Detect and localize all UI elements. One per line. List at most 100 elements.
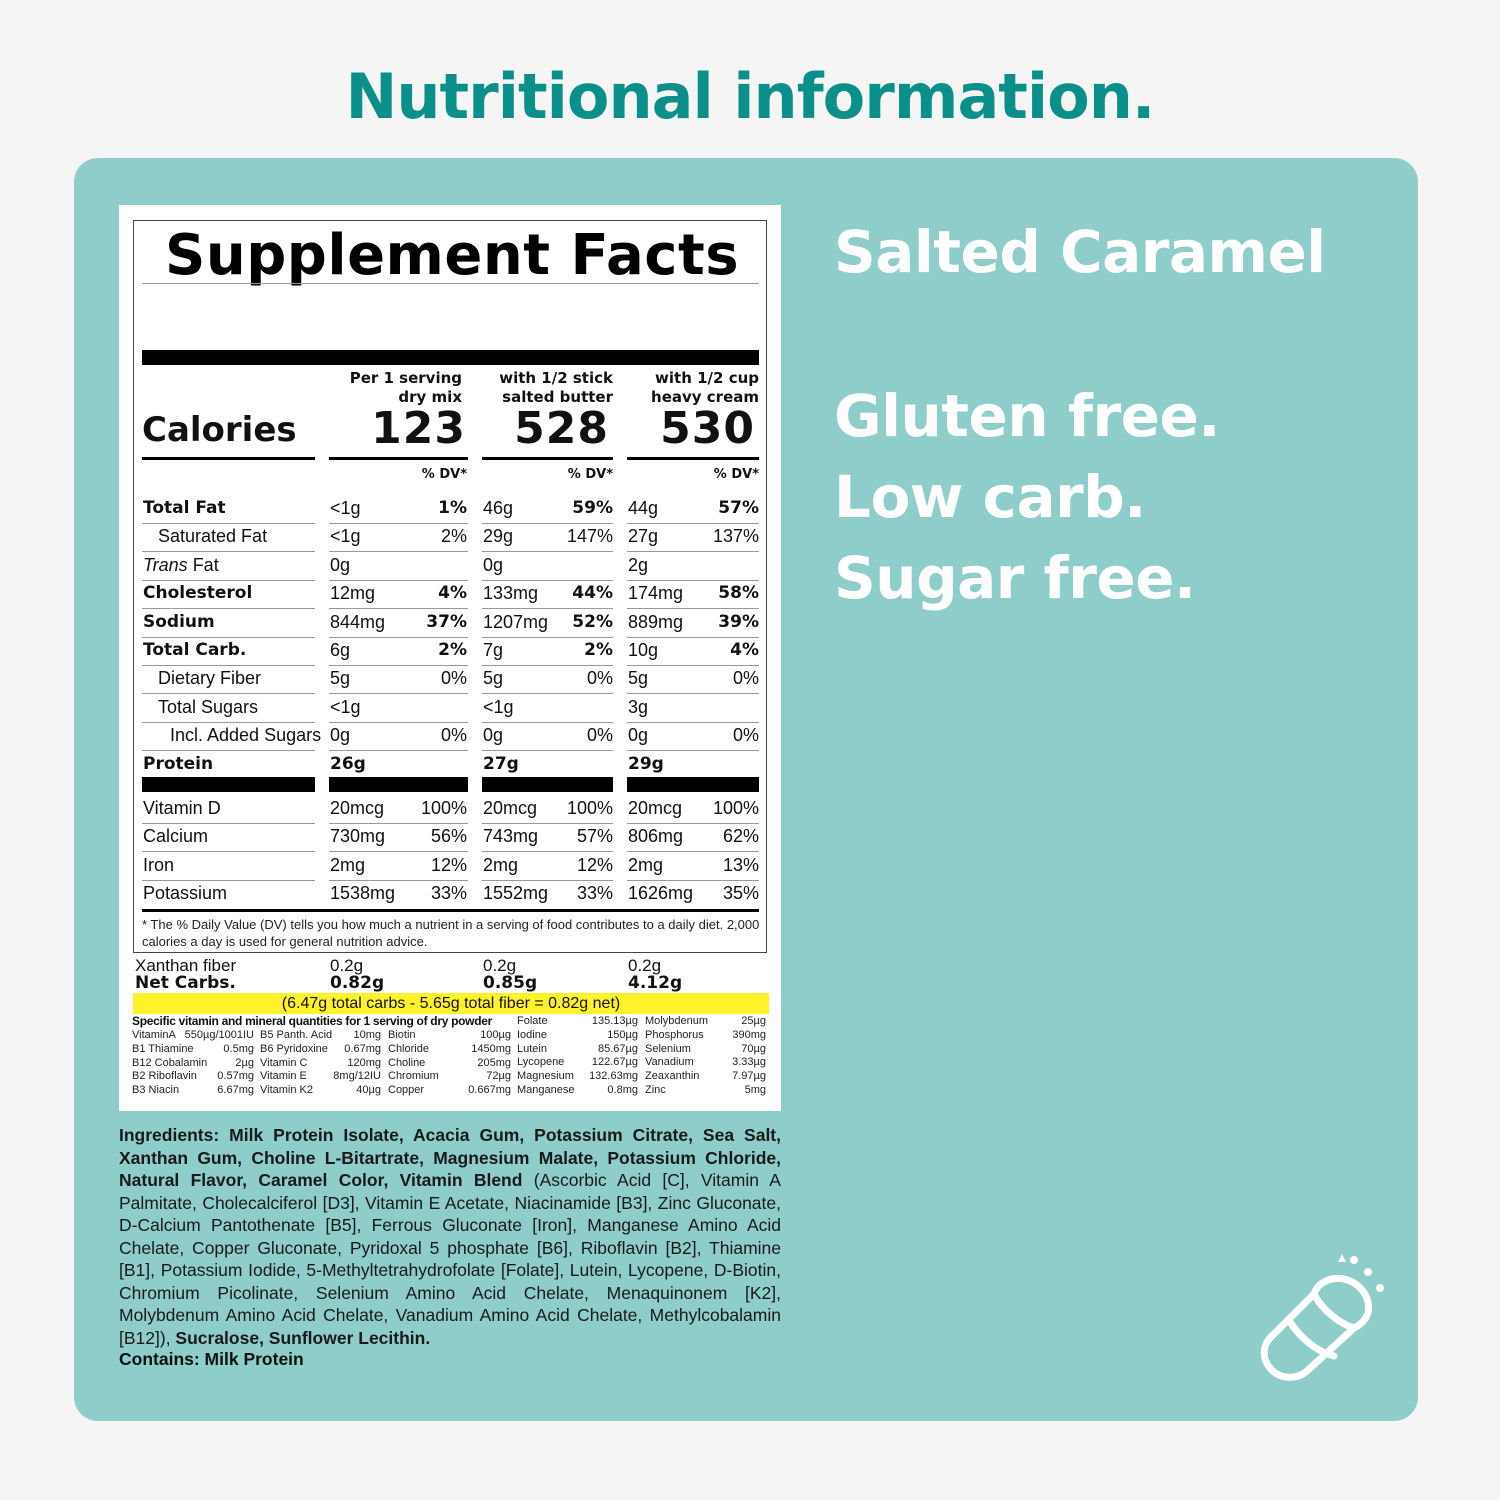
vitamin-dv: 12%: [576, 854, 613, 875]
dv-head-col3: % DV*: [713, 467, 759, 482]
vitamin-label: Calcium: [143, 826, 209, 847]
nutrient-dv: 0%: [440, 725, 467, 746]
nutrient-amount: 133mg: [483, 583, 539, 604]
calories-col1: 123: [371, 403, 466, 454]
mineral-item: Zinc 5mg: [645, 1084, 766, 1098]
xanthan-label: Xanthan fiber: [135, 956, 237, 975]
row-divider: [329, 579, 468, 581]
mineral-item: Chromium 72µg: [388, 1070, 511, 1084]
mineral-item: Molybdenum 25µg: [645, 1015, 766, 1029]
vitamin-amount: 743mg: [483, 826, 539, 847]
row-divider: [329, 750, 468, 752]
mineral-item: Vitamin C 120mg: [260, 1057, 381, 1071]
row-divider: [142, 823, 315, 824]
net-carbs-col2: 0.85g: [483, 973, 538, 993]
mineral-item: Magnesium 132.63mg: [517, 1070, 638, 1084]
nutrient-dv: 0%: [732, 668, 759, 689]
nutrient-row: Dietary Fiber 5g 0% 5g 0% 5g 0%: [119, 665, 781, 693]
mineral-name: Vitamin E: [260, 1070, 307, 1083]
nutrient-row: Trans Fat 0g 0g 2g: [119, 552, 781, 580]
row-divider: [142, 750, 315, 752]
mineral-value: 550µg/1001IU: [184, 1029, 254, 1041]
nutrient-row: Total Carb. 6g 2% 7g 2% 10g 4%: [119, 637, 781, 665]
mineral-name: Zeaxanthin: [645, 1070, 700, 1083]
row-divider: [329, 693, 468, 695]
nutrient-label: Total Fat: [143, 498, 226, 518]
nutrient-amount: 46g: [483, 498, 514, 518]
mineral-item: Selenium 70µg: [645, 1043, 766, 1057]
mineral-name: Magnesium: [517, 1070, 574, 1083]
row-divider: [142, 721, 315, 723]
nutrient-dv: 44%: [572, 583, 613, 604]
mineral-name: Molybdenum: [645, 1015, 708, 1027]
mineral-value: 0.5mg: [223, 1042, 254, 1055]
calories-col3: 530: [660, 403, 755, 454]
nutrient-dv: 57%: [718, 498, 759, 518]
mineral-name: Zinc: [645, 1083, 666, 1096]
nutrient-dv: 4%: [438, 583, 467, 604]
nutrient-row: Cholesterol 12mg 4% 133mg 44% 174mg 58%: [119, 580, 781, 608]
nutrient-label: Trans Fat: [143, 555, 219, 576]
vitamin-dv: 33%: [576, 883, 613, 904]
nutrient-dv: 2%: [440, 526, 467, 547]
mineral-name: VitaminA: [132, 1029, 176, 1041]
mineral-name: Lycopene: [517, 1056, 565, 1069]
protein-rule-1: [142, 777, 315, 792]
nutrient-row: Total Fat <1g 1% 46g 59% 44g 57%: [119, 495, 781, 523]
mineral-column: Biotin 100µg Chloride 1450mg Choline 205mg Chr…: [388, 1029, 511, 1098]
vitamin-amount: 1538mg: [330, 883, 396, 904]
mineral-value: 120mg: [347, 1056, 381, 1069]
mineral-item: B6 Pyridoxine 0.67mg: [260, 1043, 381, 1057]
nutrient-dv: 2%: [438, 640, 467, 660]
footnote-rule: [142, 909, 759, 912]
mineral-value: 7.97µg: [732, 1070, 766, 1083]
mineral-value: 132.63mg: [589, 1070, 638, 1083]
nutrient-label-italic: Trans: [143, 554, 188, 575]
row-divider: [142, 551, 315, 553]
nutrient-amount: 174mg: [628, 583, 684, 604]
nutrient-dv: 1%: [438, 498, 467, 518]
contains-statement: Contains: Milk Protein: [119, 1349, 304, 1369]
row-divider: [482, 523, 613, 524]
row-divider: [329, 665, 468, 666]
nutrient-amount: 7g: [483, 640, 504, 660]
mineral-name: B1 Thiamine: [132, 1042, 194, 1055]
mineral-value: 135.13µg: [591, 1015, 638, 1027]
nutrient-row: Protein 26g 27g 29g: [119, 751, 781, 779]
mineral-item: VitaminA 550µg/1001IU: [132, 1029, 254, 1043]
vitamin-dv: 57%: [576, 826, 613, 847]
nutrient-label: Total Carb.: [143, 640, 247, 660]
nutrient-amount: 0g: [330, 554, 351, 575]
mineral-value: 0.8mg: [607, 1083, 638, 1096]
title-rule: [142, 283, 759, 284]
row-divider: [329, 823, 468, 824]
col1-head: Per 1 serving dry mix: [349, 369, 462, 406]
vitamin-amount: 2mg: [483, 854, 519, 875]
vitamin-dv: 62%: [722, 826, 759, 847]
xanthan-col1: 0.2g: [330, 956, 364, 975]
ingredients-text: Ingredients: Milk Protein Isolate, Acaci…: [119, 1124, 781, 1349]
ingredients-bold: Milk Protein Isolate, Acacia Gum, Potass…: [119, 1125, 781, 1190]
mineral-item: Zeaxanthin 7.97µg: [645, 1070, 766, 1084]
row-divider: [329, 636, 468, 638]
net-carbs-label: Net Carbs.: [135, 973, 236, 993]
vitamin-amount: 730mg: [330, 826, 386, 847]
mineral-value: 0.67mg: [344, 1042, 381, 1055]
mineral-name: Iodine: [517, 1028, 547, 1041]
row-divider: [482, 750, 613, 752]
mineral-name: Phosphorus: [645, 1028, 704, 1041]
nutrient-row: Total Sugars <1g <1g 3g: [119, 694, 781, 722]
row-divider: [142, 636, 315, 638]
mineral-column: VitaminA 550µg/1001IU B1 Thiamine 0.5mg B12 …: [132, 1029, 254, 1098]
vitamin-label: Vitamin D: [143, 798, 221, 818]
nutrient-amount: 12mg: [330, 583, 376, 604]
mineral-item: B2 Riboflavin 0.57mg: [132, 1070, 254, 1084]
mineral-value: 40µg: [356, 1084, 381, 1097]
mineral-value: 0.667mg: [468, 1084, 511, 1097]
row-divider: [482, 879, 613, 881]
claim-low-carb: Low carb.: [834, 463, 1146, 531]
nutrient-dv: 59%: [572, 498, 613, 518]
row-divider: [142, 693, 315, 695]
vitamin-dv: 35%: [722, 883, 759, 904]
mineral-item: B3 Niacin 6.67mg: [132, 1084, 254, 1098]
